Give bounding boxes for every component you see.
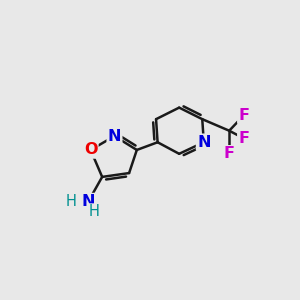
Text: F: F — [238, 131, 249, 146]
Text: F: F — [238, 108, 249, 123]
Text: N: N — [108, 129, 121, 144]
Text: O: O — [84, 142, 98, 158]
Text: F: F — [224, 146, 235, 161]
Text: N: N — [82, 194, 95, 209]
Text: N: N — [197, 135, 211, 150]
Text: H: H — [66, 194, 77, 209]
Text: H: H — [88, 204, 99, 219]
